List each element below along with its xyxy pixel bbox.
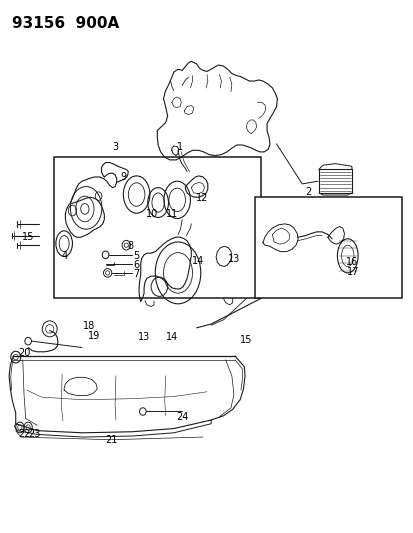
- Text: 93156  900A: 93156 900A: [12, 16, 119, 31]
- Text: 2: 2: [304, 187, 311, 197]
- Text: 3: 3: [112, 142, 118, 151]
- Text: 8: 8: [127, 241, 133, 251]
- Text: 15: 15: [21, 232, 34, 242]
- Text: 24: 24: [176, 412, 188, 422]
- Text: 23: 23: [28, 430, 40, 439]
- Text: 21: 21: [104, 435, 117, 445]
- Text: 14: 14: [165, 333, 178, 342]
- Text: 13: 13: [227, 254, 240, 263]
- Text: 7: 7: [133, 269, 140, 279]
- Bar: [54, 157, 260, 298]
- Text: 14: 14: [191, 256, 204, 266]
- Bar: [254, 197, 401, 298]
- Text: 13: 13: [138, 333, 150, 342]
- Text: 9: 9: [120, 172, 126, 182]
- Text: 4: 4: [61, 251, 67, 261]
- Text: 17: 17: [346, 267, 358, 277]
- Text: 19: 19: [88, 331, 100, 341]
- Text: 22: 22: [19, 430, 31, 439]
- Text: 20: 20: [18, 348, 30, 358]
- Text: 6: 6: [133, 260, 139, 270]
- Text: 5: 5: [133, 251, 140, 261]
- Text: 15: 15: [240, 335, 252, 344]
- Text: 16: 16: [345, 257, 357, 267]
- Text: 12: 12: [195, 193, 208, 203]
- Text: 18: 18: [83, 321, 95, 331]
- Text: 11: 11: [165, 209, 178, 219]
- Text: 1: 1: [177, 142, 183, 151]
- Text: 10: 10: [146, 209, 158, 219]
